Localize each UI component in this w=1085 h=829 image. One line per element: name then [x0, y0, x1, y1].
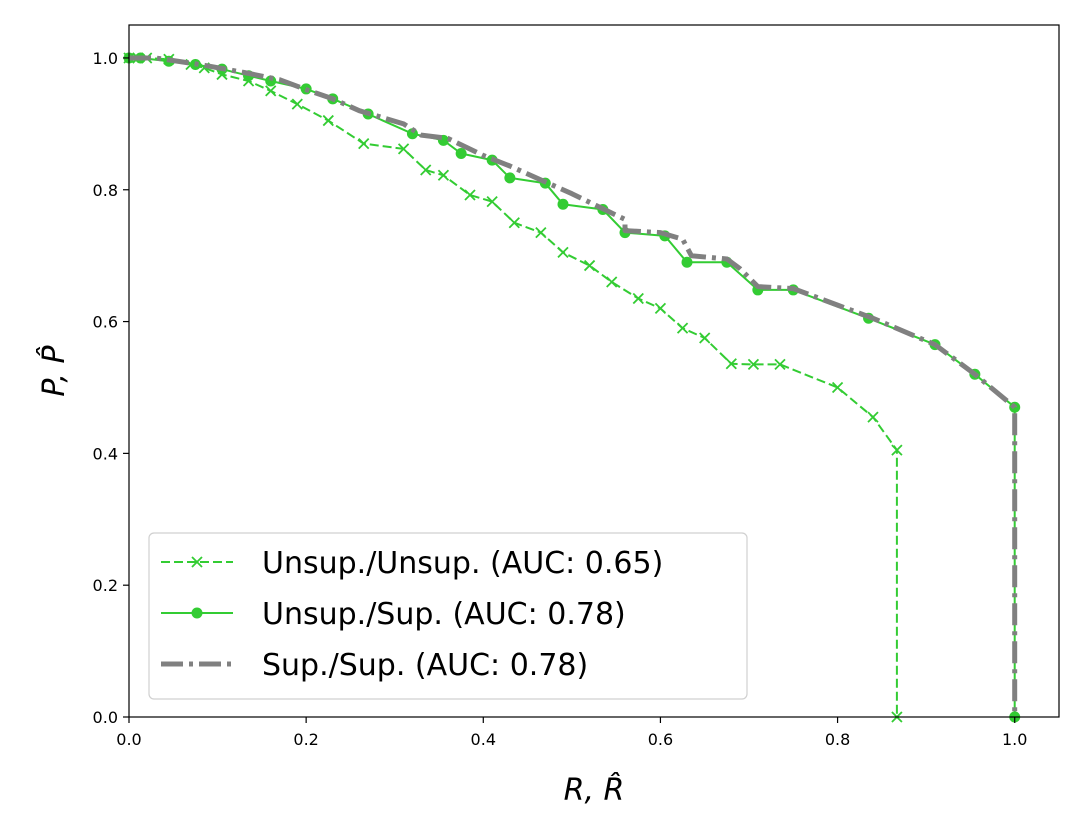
series-layer — [123, 52, 1021, 723]
y-tick-label: 0.2 — [93, 576, 118, 595]
y-tick-label: 1.0 — [93, 49, 118, 68]
data-point — [583, 259, 596, 272]
data-point — [774, 358, 786, 371]
legend-box — [148, 532, 748, 700]
x-tick-label: 0.6 — [648, 730, 673, 749]
y-tick-label: 0.0 — [93, 708, 118, 727]
data-point — [397, 143, 410, 155]
data-point — [535, 226, 547, 239]
data-point — [464, 189, 476, 201]
data-point — [437, 169, 450, 181]
x-tick-label: 0.2 — [293, 730, 318, 749]
data-point — [676, 322, 689, 334]
y-tick-label: 0.8 — [93, 181, 118, 200]
series-3 — [129, 55, 1018, 717]
data-point — [504, 172, 516, 184]
data-point — [557, 198, 569, 210]
y-tick-label: 0.4 — [93, 444, 118, 463]
data-point — [322, 114, 334, 127]
y-axis-title: P, P̂ — [36, 345, 72, 397]
legend-label: Unsup./Unsup. (AUC: 0.65) — [262, 546, 663, 581]
data-point — [420, 164, 432, 176]
x-axis: 0.0 0.2 0.4 0.6 0.8 1.0 — [116, 717, 1027, 749]
series-line — [129, 55, 1018, 717]
legend-label: Sup./Sup. (AUC: 0.78) — [262, 648, 588, 683]
data-point — [265, 85, 277, 97]
x-tick-label: 0.0 — [116, 730, 141, 749]
data-point — [831, 381, 844, 394]
legend-label: Unsup./Sup. (AUC: 0.78) — [262, 597, 626, 632]
data-point — [291, 98, 303, 110]
plot-frame — [128, 24, 1060, 718]
data-point — [867, 411, 879, 423]
data-point — [654, 302, 667, 315]
series-line — [129, 57, 898, 717]
x-tick-label: 0.4 — [471, 730, 496, 749]
data-point — [747, 358, 760, 371]
data-point — [557, 246, 569, 259]
y-axis: 0.0 0.2 0.4 0.6 0.8 1.0 — [93, 49, 129, 727]
x-tick-label: 1.0 — [1002, 730, 1027, 749]
y-tick-label: 0.6 — [93, 313, 118, 332]
legend-marker — [191, 556, 203, 568]
data-point — [358, 137, 370, 150]
x-tick-label: 0.8 — [825, 730, 850, 749]
data-point — [699, 332, 711, 344]
x-axis-title: R, R̂ — [564, 772, 625, 808]
legend-marker — [191, 607, 203, 619]
data-point — [265, 75, 277, 87]
legend: Unsup./Unsup. (AUC: 0.65) Unsup./Sup. (AU… — [148, 532, 748, 700]
data-point — [632, 292, 644, 305]
data-point — [891, 444, 903, 456]
data-point — [486, 195, 498, 208]
data-point — [508, 217, 520, 229]
data-point — [725, 358, 737, 370]
data-point — [681, 256, 693, 268]
data-point — [606, 276, 618, 288]
data-point — [455, 148, 467, 160]
